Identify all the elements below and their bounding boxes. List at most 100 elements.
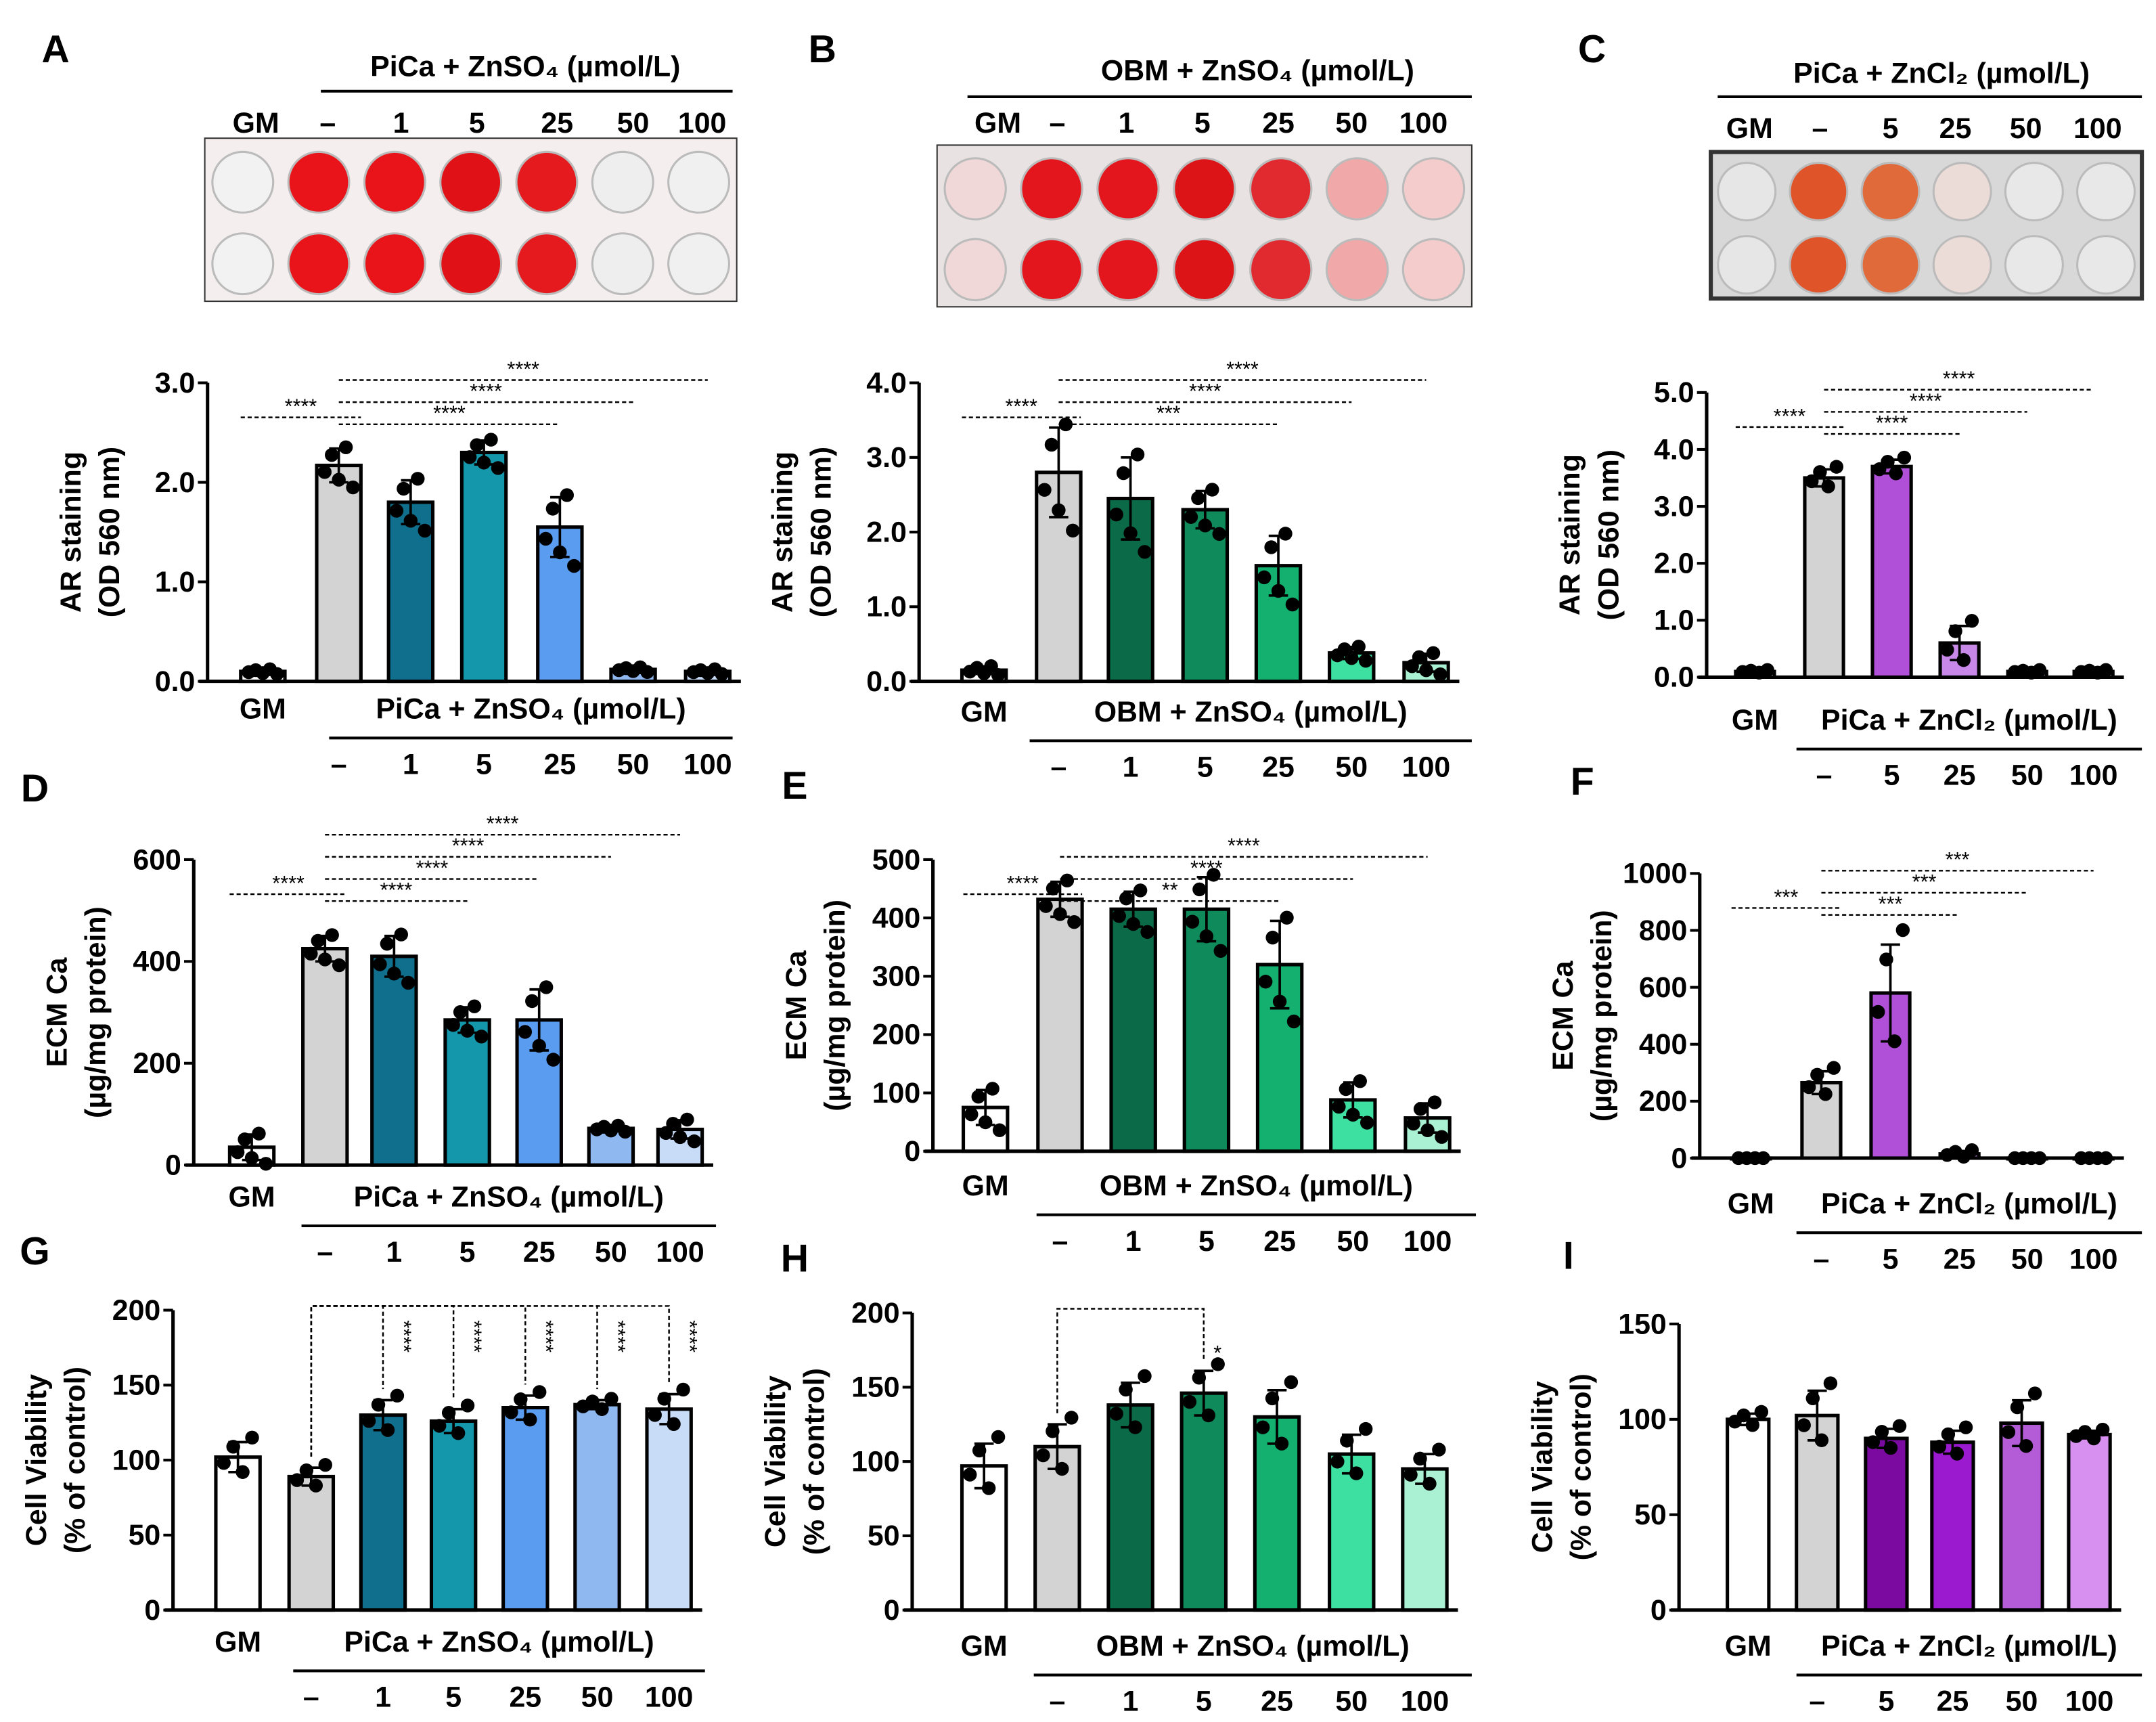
well (1401, 238, 1466, 302)
data-point (546, 1053, 560, 1067)
data-point (1272, 994, 1287, 1009)
data-point (1182, 1394, 1197, 1409)
x-dose-label: 100 (2069, 1243, 2118, 1275)
bar-5 (429, 1419, 478, 1612)
significance-label: **** (678, 1321, 701, 1353)
significance-label: * (1213, 1342, 1221, 1365)
data-point (1940, 642, 1954, 657)
data-point (1140, 925, 1154, 940)
data-point (545, 502, 560, 516)
bar-25 (1254, 564, 1303, 684)
data-point (992, 1123, 1007, 1137)
data-point (1360, 1116, 1374, 1130)
plate-column-label: 5 (1194, 107, 1211, 139)
x-dose-label: 100 (1403, 1225, 1452, 1258)
bar-25 (1930, 1440, 1975, 1612)
data-point (1185, 914, 1200, 929)
well (667, 232, 730, 296)
bar-1 (1106, 1403, 1154, 1612)
data-point (1932, 1440, 1947, 1454)
data-point (533, 1385, 547, 1399)
data-point (1212, 527, 1226, 542)
data-point (1892, 1419, 1907, 1433)
well (1020, 238, 1083, 302)
plate-panel-C: PiCa + ZnCl₂ (µmol/L) GM – 5 25 50 100 (1709, 58, 2144, 301)
data-point (1422, 1476, 1437, 1491)
x-dose-label: 50 (595, 1236, 627, 1268)
plate-header: OBM + ZnSO₄ (µmol/L) (1101, 54, 1414, 87)
data-point (1887, 1034, 1902, 1048)
x-dose-label: 1 (1123, 1685, 1139, 1718)
plate-column-label: 50 (617, 107, 650, 139)
x-dose-label: 50 (581, 1681, 614, 1714)
x-dose-label: 1 (375, 1681, 391, 1714)
data-point (1818, 1087, 1833, 1101)
data-point (1897, 450, 1912, 465)
data-point (299, 1463, 314, 1478)
data-point (1046, 1424, 1060, 1438)
x-label-GM: GM (240, 693, 286, 726)
x-group-label: PiCa + ZnSO₄ (µmol/L) (376, 693, 686, 726)
data-point (2010, 1400, 2025, 1415)
significance-label: *** (1946, 848, 1970, 871)
data-point (1420, 1123, 1435, 1138)
data-point (451, 1426, 466, 1440)
x-dose-label: 25 (509, 1681, 541, 1714)
well (363, 150, 426, 214)
data-point (1351, 640, 1366, 654)
data-point (235, 1465, 250, 1479)
x-dose-label: 50 (1337, 1225, 1369, 1258)
data-point (1211, 1357, 1225, 1371)
x-dose-label: – (1816, 759, 1833, 792)
data-point (346, 480, 360, 495)
y-tick-label: 5.0 (1654, 376, 1694, 409)
data-point (1801, 1080, 1816, 1095)
plate-column-label: GM (974, 107, 1021, 139)
data-point (332, 472, 346, 487)
well (1096, 157, 1160, 221)
x-dose-label: – (1052, 1225, 1069, 1258)
data-point (1829, 460, 1844, 474)
data-point (1332, 1099, 1346, 1114)
data-point (1349, 1466, 1364, 1480)
data-point (1403, 1467, 1418, 1482)
y-tick-label: 0 (1671, 1142, 1688, 1174)
well (667, 150, 730, 214)
data-point (311, 933, 325, 948)
data-point (532, 1038, 546, 1053)
data-point (1797, 1418, 1811, 1432)
x-label-GM: GM (962, 1170, 1009, 1202)
plate-column-label: 25 (1939, 112, 1972, 145)
bar-– (287, 1474, 336, 1612)
y-axis-label: AR staining (55, 451, 87, 613)
well (1173, 238, 1236, 302)
data-point (1109, 1407, 1123, 1421)
plate-column-label: GM (1726, 112, 1773, 145)
data-point (380, 937, 395, 951)
well (1789, 162, 1849, 222)
data-point (390, 1388, 405, 1403)
data-point (680, 1112, 694, 1127)
y-axis-label: (% of control) (1565, 1373, 1597, 1560)
data-point (981, 1481, 996, 1495)
data-point (964, 1107, 979, 1122)
bar-GM (1726, 1417, 1771, 1612)
data-point (971, 1089, 985, 1104)
data-point (1039, 899, 1053, 913)
y-tick-label: 2.0 (866, 516, 907, 548)
data-point (1126, 917, 1140, 931)
y-axis-label: (µg/mg protein) (1586, 910, 1618, 1122)
data-point (245, 1430, 259, 1445)
y-tick-label: 400 (133, 946, 181, 978)
plate-column-label: 5 (1883, 112, 1899, 145)
well (591, 150, 654, 214)
x-dose-label: 25 (544, 748, 577, 780)
well (2004, 162, 2064, 222)
significance-label: **** (606, 1321, 629, 1353)
data-point (1427, 1095, 1442, 1109)
plate-header: PiCa + ZnSO₄ (µmol/L) (370, 50, 680, 83)
data-point (418, 523, 432, 538)
y-tick-label: 3.0 (866, 441, 907, 474)
data-point (309, 1478, 323, 1493)
